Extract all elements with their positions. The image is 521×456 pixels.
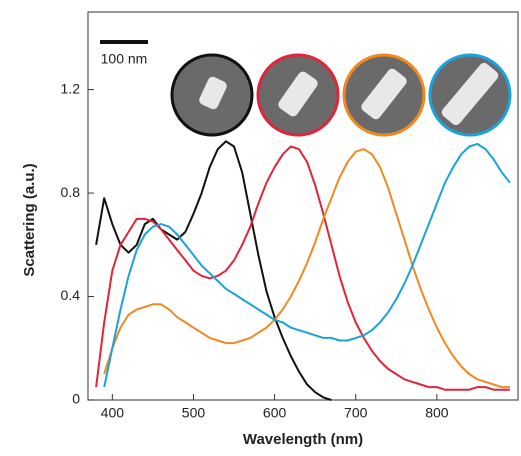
y-tick-label: 0.8 xyxy=(61,184,81,200)
x-tick-label: 400 xyxy=(101,405,125,421)
x-tick-label: 600 xyxy=(263,405,287,421)
y-tick-label: 0 xyxy=(72,391,80,407)
y-tick-label: 1.2 xyxy=(61,80,81,96)
x-tick-label: 700 xyxy=(344,405,368,421)
chart: 100 nm Wavelength (nm) Scattering (a.u.)… xyxy=(0,0,521,456)
y-tick-label: 0.4 xyxy=(61,287,81,303)
x-tick-label: 800 xyxy=(425,405,449,421)
x-axis-title: Wavelength (nm) xyxy=(243,431,363,448)
y-axis-title: Scattering (a.u.) xyxy=(21,163,38,276)
x-tick-label: 500 xyxy=(182,405,206,421)
scale-bar-label: 100 nm xyxy=(101,51,148,67)
